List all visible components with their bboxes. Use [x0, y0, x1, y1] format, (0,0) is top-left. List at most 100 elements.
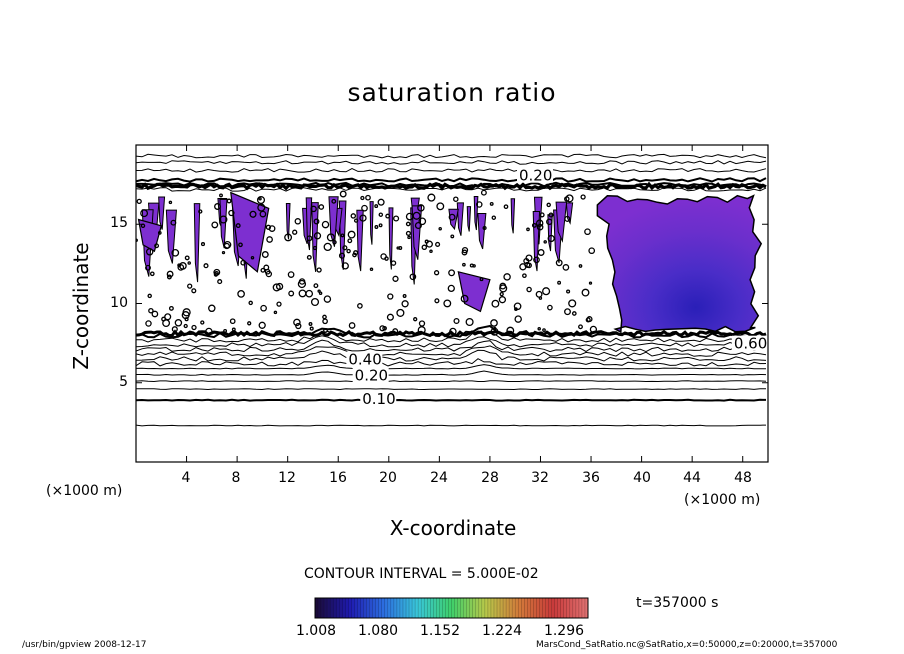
contour-blob [433, 270, 440, 276]
contour-label: 0.20 [355, 366, 388, 384]
contour-blob [268, 225, 276, 232]
colorbar-strip [402, 598, 407, 618]
contour-blob [208, 304, 216, 313]
contour-blob [435, 241, 441, 247]
colorbar-tick-label: 1.152 [419, 623, 461, 639]
colorbar-strip [384, 598, 389, 618]
contour-blob [258, 321, 266, 329]
contour-blob [460, 294, 469, 303]
contour-band [136, 329, 767, 338]
contour-blob [427, 193, 436, 202]
colorbar-strip [357, 598, 361, 618]
contour-blob [374, 204, 379, 209]
contour-blob [183, 323, 188, 329]
time-label: t=357000 s [636, 595, 719, 611]
contour-blob [350, 213, 357, 219]
contour-blob [145, 248, 154, 256]
contour-blob [205, 327, 213, 336]
colorbar-strip [327, 598, 331, 618]
contour-line [136, 424, 767, 427]
y-tick-label: 10 [110, 295, 128, 311]
contour-blob [323, 328, 328, 333]
contour-blob [568, 299, 577, 308]
colorbar-strip [563, 598, 568, 618]
contour-blob [392, 275, 399, 282]
supersaturation-streak [165, 209, 177, 264]
contour-blob [564, 308, 571, 316]
colorbar-strip [548, 598, 552, 618]
x-tick-label: 16 [329, 470, 347, 486]
colorbar-strip [360, 598, 364, 618]
contour-blob [184, 255, 190, 261]
supersaturation-streak [388, 207, 394, 270]
supersaturation-streak [466, 206, 472, 232]
supersaturation-patch [457, 270, 491, 313]
contour-blob [524, 261, 531, 268]
contour-blob [522, 273, 527, 279]
contour-blob [580, 194, 586, 200]
contour-blob [322, 314, 327, 320]
contour-blob [476, 201, 483, 208]
contour-blob [273, 310, 278, 315]
colorbar-tick-label: 1.080 [357, 623, 399, 639]
contour-line [136, 330, 767, 343]
contour-blob [240, 259, 247, 266]
contour-label-bg [731, 335, 768, 351]
contour-blob [499, 282, 507, 290]
x-tick-label: 28 [481, 470, 499, 486]
contour-blob [453, 196, 459, 202]
supersaturation-streak [456, 202, 465, 236]
colorbar-strip [418, 598, 422, 618]
contour-blob [249, 210, 257, 218]
supersaturation-streak [285, 202, 291, 240]
contour-blob [147, 293, 152, 299]
x-tick-label: 24 [430, 470, 448, 486]
contour-blob [313, 283, 319, 289]
contour-blob [145, 264, 151, 271]
colorbar-strip [363, 598, 367, 618]
contour-blob [491, 215, 497, 220]
colorbar-strip [406, 598, 410, 618]
contour-blob [542, 287, 551, 296]
contour-blob [436, 202, 445, 211]
contour-blob [490, 319, 498, 327]
colorbar-strip [445, 598, 449, 618]
contour-blob [489, 201, 494, 206]
colorbar-strip [424, 598, 428, 618]
contour-interval-label: CONTOUR INTERVAL = 5.000E-02 [304, 566, 539, 582]
supersaturation-streak [193, 203, 201, 283]
x-tick-label: 32 [531, 470, 549, 486]
y-tick-label: 5 [119, 374, 128, 390]
contour-blob [179, 262, 187, 270]
contour-blob [482, 225, 487, 231]
colorbar-strip [393, 598, 398, 618]
contour-blob [272, 283, 281, 292]
contour-blob [374, 225, 379, 229]
contour-blob [586, 316, 593, 323]
colorbar-strip [572, 598, 577, 618]
contour-blob [228, 209, 235, 217]
contour-blob [421, 244, 428, 251]
x-axis-label: X-coordinate [389, 516, 517, 540]
contour-blob [298, 289, 307, 298]
contour-blob [357, 303, 363, 309]
footer-source: MarsCond_SatRatio.nc@SatRatio,x=0:50000,… [536, 640, 838, 650]
colorbar-strip [469, 598, 474, 618]
contour-blob [200, 320, 205, 325]
contour-blob [379, 325, 386, 332]
colorbar-strip [451, 598, 455, 618]
colorbar-strip [518, 598, 522, 618]
contour-blob [223, 240, 232, 249]
contour-blob [174, 319, 183, 327]
contour-blob [309, 326, 314, 331]
colorbar-tick-label: 1.296 [543, 623, 585, 639]
contour-blob [145, 320, 152, 327]
colorbar-strip [490, 598, 495, 618]
supersaturation-plume [596, 194, 763, 334]
contour-blob [157, 231, 162, 235]
contour-blob [221, 250, 226, 255]
contour-blob [480, 189, 487, 196]
colorbar-strip [478, 598, 483, 618]
contour-blob [438, 226, 442, 231]
contour-blob [589, 325, 598, 334]
